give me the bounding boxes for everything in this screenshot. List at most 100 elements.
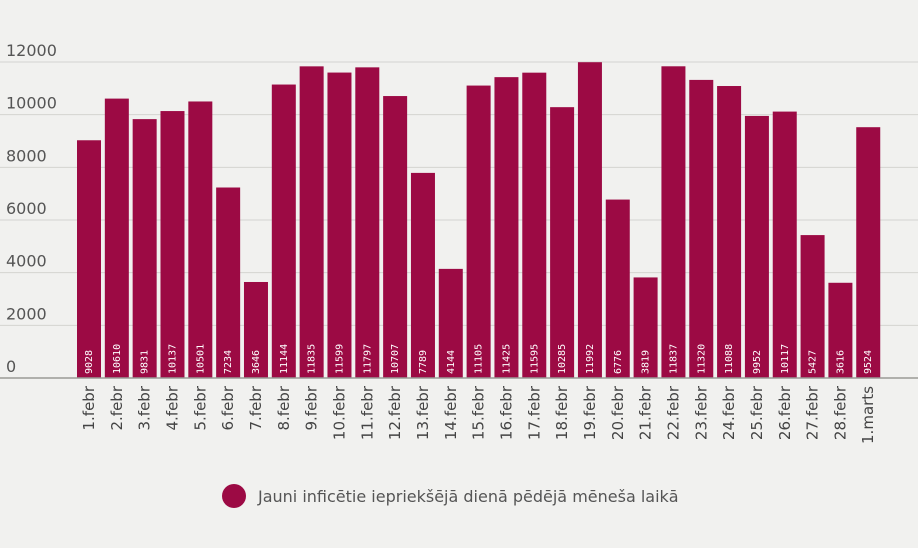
data-label: 10610 [112,344,123,374]
x-tick-label: 2.febr [108,385,126,430]
data-label: 3819 [641,350,652,374]
data-label: 11088 [724,344,735,374]
data-label: 11105 [474,344,485,374]
bar [550,107,575,378]
bars: 9028 10610 9831 10137 10501 7234 3646 11144 1183… [77,62,881,379]
bar [188,101,213,378]
x-tick-label: 26.febr [776,385,794,440]
data-label: 4144 [446,350,457,374]
y-tick-label: 2000 [6,304,47,323]
y-tick-label: 6000 [6,199,47,218]
bar [800,235,825,378]
bar [299,66,324,378]
bar [271,84,296,379]
x-tick-label: 10.febr [330,385,348,440]
data-label: 11837 [668,344,679,374]
bar [132,119,157,378]
data-label: 10707 [390,344,401,374]
y-axis-labels: 0 2000 4000 6000 8000 10000 12000 [6,41,57,376]
bar [216,187,241,378]
bar [717,86,742,379]
bar [494,77,519,379]
data-label: 7234 [223,350,234,374]
x-tick-label: 12.febr [386,385,404,440]
bar [828,282,853,378]
bar [327,72,352,379]
x-tick-label: 14.febr [442,385,460,440]
data-label: 11595 [529,344,540,374]
bar [661,66,686,379]
x-tick-label: 16.febr [497,385,515,440]
bar [744,115,769,378]
data-label: 7789 [418,350,429,374]
bar [577,62,602,379]
x-tick-label: 18.febr [553,385,571,440]
x-tick-label: 13.febr [414,385,432,440]
x-tick-label: 21.febr [637,385,655,440]
x-tick-label: 6.febr [219,385,237,430]
bar [856,127,881,379]
bar [522,72,547,378]
bar [77,140,101,378]
data-label: 10285 [557,344,568,374]
y-tick-label: 12000 [6,41,57,60]
x-tick-label: 19.febr [581,385,599,440]
data-label: 3616 [835,350,846,374]
data-label: 3646 [251,350,262,374]
x-tick-label: 15.febr [470,385,488,440]
data-label: 6776 [613,350,624,374]
x-tick-label: 25.febr [748,385,766,440]
x-tick-label: 4.febr [163,385,181,430]
x-tick-label: 27.febr [804,385,822,440]
bar [104,98,129,378]
data-label: 9524 [863,350,874,374]
data-label: 9952 [752,350,763,374]
bar [438,268,463,378]
bar [410,172,435,378]
x-tick-label: 7.febr [247,385,265,430]
data-label: 11599 [334,344,345,374]
x-tick-label: 8.febr [275,385,293,430]
data-label: 11320 [696,344,707,374]
bar [772,111,797,378]
x-tick-label: 17.febr [525,385,543,440]
x-tick-label: 1.marts [859,386,877,444]
legend-swatch [222,484,246,508]
bar [633,277,658,378]
x-tick-label: 3.febr [136,385,154,430]
bar [355,67,380,378]
data-label: 5427 [808,350,819,374]
bar [160,111,185,379]
data-label: 11835 [307,344,318,374]
x-tick-label: 9.febr [303,385,321,430]
bar [689,79,714,378]
x-tick-label: 24.febr [720,385,738,440]
data-label: 11425 [501,344,512,374]
legend: Jauni inficētie iepriekšējā dienā pēdējā… [222,484,679,508]
data-label: 9831 [140,350,151,374]
legend-label: Jauni inficētie iepriekšējā dienā pēdējā… [258,486,679,506]
data-label: 11992 [585,344,596,374]
data-label: 9028 [84,350,95,374]
y-tick-label: 10000 [6,94,57,113]
bar [243,281,268,378]
x-axis-labels: 1.febr 2.febr 3.febr 4.febr 5.febr 6.febr 7.fe… [80,385,877,444]
data-label: 11797 [362,344,373,374]
bar-chart: 9028 10610 9831 10137 10501 7234 3646 11144 1183… [0,41,918,444]
y-tick-label: 8000 [6,146,47,165]
data-label: 10137 [167,344,178,374]
y-tick-label: 0 [6,357,16,376]
x-tick-label: 22.febr [664,385,682,440]
x-tick-label: 28.febr [831,385,849,440]
data-label: 10117 [780,344,791,374]
bar [605,199,630,378]
x-tick-label: 23.febr [692,385,710,440]
x-tick-label: 5.febr [191,385,209,430]
bar [383,96,408,378]
data-label: 11144 [279,344,290,374]
x-tick-label: 11.febr [358,385,376,440]
y-tick-label: 4000 [6,252,47,271]
bar [466,85,491,379]
x-tick-label: 20.febr [609,385,627,440]
